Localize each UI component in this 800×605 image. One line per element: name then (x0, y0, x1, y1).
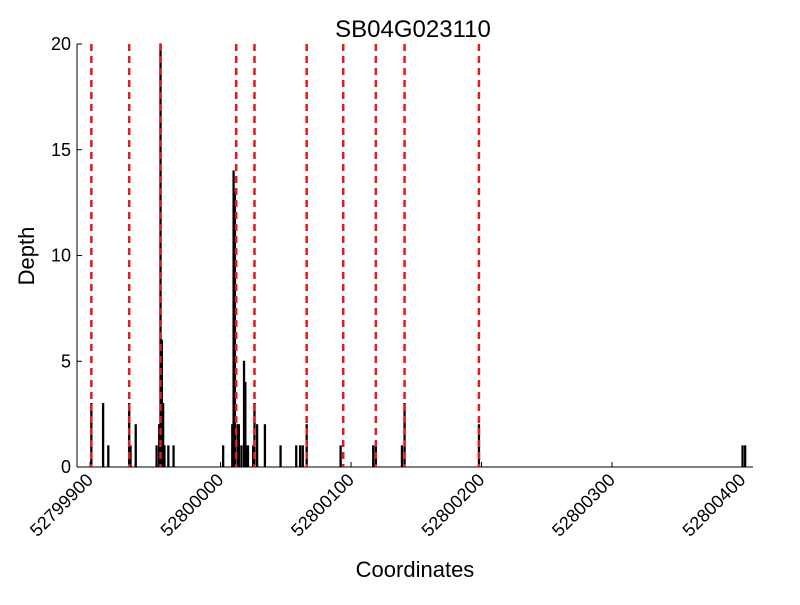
y-tick-label: 20 (51, 34, 71, 54)
chart-title: SB04G023110 (335, 16, 491, 43)
bar (255, 424, 259, 468)
bar (101, 403, 105, 468)
bar (299, 445, 302, 468)
bar (233, 191, 237, 468)
y-tick-label: 15 (51, 140, 71, 160)
bar (163, 445, 166, 468)
bar (400, 445, 404, 468)
bar (237, 424, 240, 468)
bar (744, 445, 747, 468)
bar (339, 445, 342, 468)
x-tick-label: 52799900 (26, 470, 97, 541)
x-tick-label: 52800300 (548, 470, 619, 541)
x-tick-label: 52800200 (418, 470, 489, 541)
bar (741, 445, 744, 468)
x-tick-label: 52800000 (157, 470, 228, 541)
y-tick-label: 0 (61, 457, 71, 477)
x-tick-label: 52800400 (679, 470, 750, 541)
y-tick-label: 10 (51, 246, 71, 266)
y-tick-label: 5 (61, 351, 71, 371)
bar (246, 445, 250, 468)
bar (155, 445, 158, 468)
bar (263, 424, 267, 468)
bar (244, 381, 247, 468)
bar (161, 403, 165, 468)
bar (167, 445, 170, 468)
bar (279, 445, 282, 468)
bar (134, 424, 137, 468)
bar (295, 445, 298, 468)
bar (301, 445, 304, 468)
bar (107, 445, 110, 468)
bar (372, 445, 375, 468)
bar (222, 445, 225, 468)
x-tick-label: 52800100 (287, 470, 358, 541)
y-axis-label: Depth (14, 227, 39, 286)
bar (172, 445, 175, 468)
bar (240, 445, 243, 468)
x-axis-label: Coordinates (356, 557, 475, 582)
